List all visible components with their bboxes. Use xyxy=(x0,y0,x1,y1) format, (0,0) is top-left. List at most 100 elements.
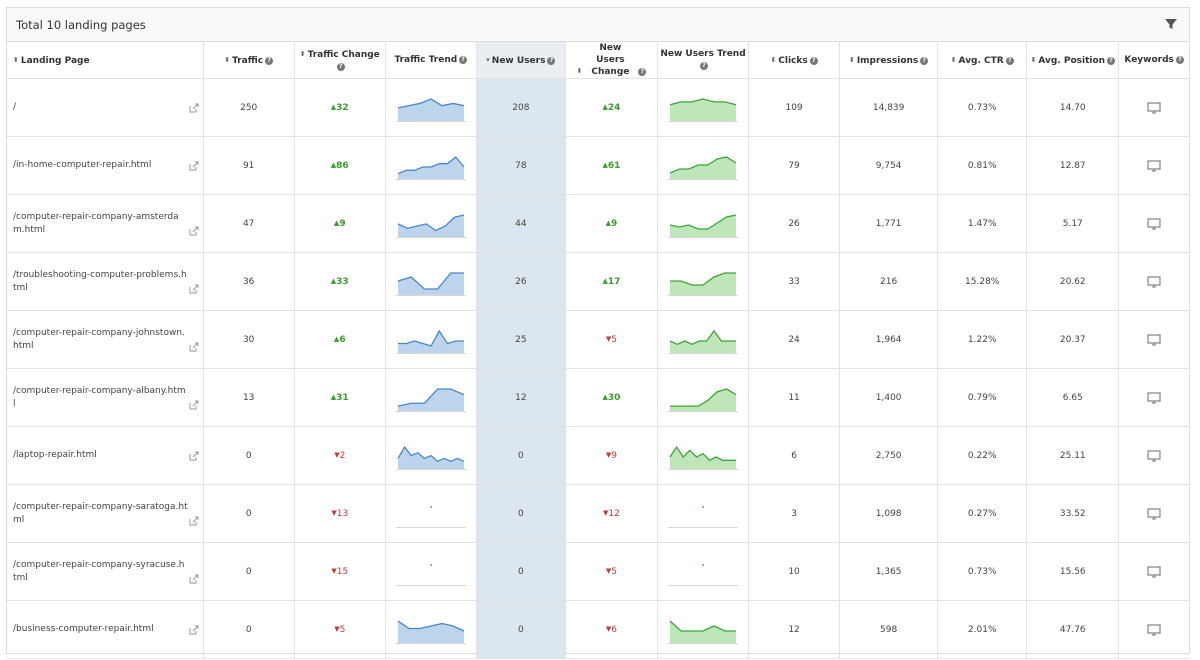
traffic-cell: 91 xyxy=(203,136,295,195)
avg-ctr-cell: 15.28% xyxy=(937,252,1028,311)
external-link-icon[interactable] xyxy=(189,103,199,113)
new-users-change-cell: ▲24 xyxy=(565,78,658,137)
help-icon[interactable]: ? xyxy=(265,56,274,65)
monitor-icon[interactable] xyxy=(1147,565,1161,578)
landing-page-link[interactable]: / xyxy=(13,102,17,112)
landing-page-link[interactable]: /computer-repair-company-johnstown.html xyxy=(13,327,185,351)
col-clicks[interactable]: ⬍ Clicks? xyxy=(748,42,841,79)
monitor-icon[interactable] xyxy=(1147,507,1161,520)
traffic-change-value: ▼15 xyxy=(331,567,348,577)
clicks-cell: 109 xyxy=(748,78,841,137)
help-icon[interactable]: ? xyxy=(1005,56,1014,65)
panel-header: Total 10 landing pages xyxy=(7,8,1189,42)
external-link-icon[interactable] xyxy=(189,284,199,294)
arrow-up-icon: ▲ xyxy=(602,276,608,285)
help-icon[interactable]: ? xyxy=(459,56,468,64)
sparkline-line xyxy=(669,445,736,461)
col-impressions[interactable]: ⬍ Impressions? xyxy=(839,42,939,79)
help-icon[interactable]: ? xyxy=(638,68,647,76)
monitor-icon[interactable] xyxy=(1147,217,1161,230)
monitor-icon[interactable] xyxy=(1147,159,1161,172)
new-users-change-number: 30 xyxy=(607,392,621,403)
table-body: / 250 ▲32 208 ▲24 109 14,839 0.73% 14.70… xyxy=(7,78,1189,659)
external-link-icon[interactable] xyxy=(189,342,199,352)
external-link-icon[interactable] xyxy=(189,574,199,584)
monitor-icon[interactable] xyxy=(1147,449,1161,462)
sparkline-line xyxy=(669,97,737,105)
external-link-icon[interactable] xyxy=(189,226,199,236)
new-users-trend-cell xyxy=(657,542,750,601)
external-link-icon[interactable] xyxy=(189,516,199,526)
traffic-trend-cell xyxy=(385,484,477,543)
monitor-icon[interactable] xyxy=(1147,333,1161,346)
external-link-icon[interactable] xyxy=(189,400,199,410)
landing-page-link[interactable]: /computer-repair-company-amsterdam.html xyxy=(13,211,179,235)
sparkline-area xyxy=(397,98,464,121)
help-icon[interactable]: ? xyxy=(336,62,345,71)
col-avg-ctr[interactable]: ⬍ Avg. CTR? xyxy=(937,42,1028,79)
traffic-change-value: ▲32 xyxy=(331,103,349,113)
avg-ctr-cell: 0.79% xyxy=(937,368,1028,427)
filter-icon[interactable] xyxy=(1163,16,1179,32)
table-row: /computer-repair-company-syracuse.html 0… xyxy=(7,542,1189,601)
traffic-change-cell: ▼2 xyxy=(294,426,386,485)
avg-position-cell: 20.62 xyxy=(1026,252,1120,311)
keywords-cell xyxy=(1118,136,1189,195)
col-traffic-change[interactable]: ⬍ Traffic Change? xyxy=(294,42,386,79)
help-icon[interactable]: ? xyxy=(1107,56,1116,65)
landing-page-link[interactable]: /in-home-computer-repair.html xyxy=(13,160,152,170)
table-row: /computer-repair-company-saratoga.html 0… xyxy=(7,484,1189,543)
traffic-sparkline xyxy=(395,445,466,470)
monitor-icon[interactable] xyxy=(1147,623,1161,636)
sparkline-area xyxy=(670,446,736,469)
col-new-users-change[interactable]: ⬍New Users Change? xyxy=(565,42,658,79)
col-traffic[interactable]: ⬍ Traffic? xyxy=(203,42,295,79)
landing-page-link[interactable]: /computer-repair-company-syracuse.html xyxy=(13,559,185,583)
traffic-change-value: ▲86 xyxy=(331,161,349,171)
new-users-trend-cell xyxy=(657,136,750,195)
landing-page-cell: /business-computer-repair.html xyxy=(7,600,204,659)
landing-page-link[interactable]: /troubleshooting-computer-problems.html xyxy=(13,269,187,293)
external-link-icon[interactable] xyxy=(189,161,199,171)
monitor-icon[interactable] xyxy=(1147,275,1161,288)
sparkline-area xyxy=(397,620,464,643)
arrow-down-icon: ▼ xyxy=(605,334,612,343)
landing-page-link[interactable]: /laptop-repair.html xyxy=(13,450,97,460)
landing-page-link[interactable]: /business-computer-repair.html xyxy=(13,624,154,634)
impressions-cell: 216 xyxy=(839,252,939,311)
help-icon[interactable]: ? xyxy=(809,56,818,65)
new-users-change-value: ▲30 xyxy=(602,393,620,403)
new-users-sparkline xyxy=(668,505,738,528)
help-icon[interactable]: ? xyxy=(547,56,556,65)
keywords-cell xyxy=(1118,78,1189,137)
landing-page-link[interactable]: /computer-repair-company-albany.html xyxy=(13,385,186,409)
new-users-change-cell: ▼5 xyxy=(565,310,658,369)
traffic-trend-cell xyxy=(385,252,477,311)
col-avg-position[interactable]: ⬍ Avg. Position? xyxy=(1026,42,1120,79)
traffic-change-cell: ▲33 xyxy=(294,252,386,311)
sparkline-line xyxy=(397,97,464,109)
arrow-down-icon: ▼ xyxy=(331,508,337,517)
new-users-sparkline xyxy=(668,271,738,296)
col-landing-page[interactable]: ⬍ Landing Page xyxy=(7,42,204,79)
arrow-down-icon: ▼ xyxy=(605,624,612,633)
traffic-sparkline xyxy=(395,271,466,296)
monitor-icon[interactable] xyxy=(1147,391,1161,404)
new-users-sparkline xyxy=(668,445,738,470)
col-new-users[interactable]: ▾ New Users? xyxy=(476,42,566,79)
help-icon[interactable]: ? xyxy=(920,56,929,65)
help-icon[interactable]: ? xyxy=(700,62,708,70)
external-link-icon[interactable] xyxy=(189,625,199,635)
landing-page-link[interactable]: /computer-repair-company-saratoga.html xyxy=(13,501,188,525)
sparkline-line xyxy=(670,387,737,407)
help-icon[interactable]: ? xyxy=(1175,56,1184,64)
sparkline-point xyxy=(702,505,704,508)
external-link-icon[interactable] xyxy=(189,451,199,461)
table-row: /business-computer-repair.html 0 ▼5 0 ▼6… xyxy=(7,600,1189,659)
new-users-change-value: ▼12 xyxy=(603,509,620,519)
col-clicks-label: Clicks xyxy=(778,55,808,66)
monitor-icon[interactable] xyxy=(1147,101,1161,114)
traffic-cell: 30 xyxy=(203,310,295,369)
avg-position-cell: 33.52 xyxy=(1026,484,1120,543)
impressions-cell: 598 xyxy=(839,600,939,659)
